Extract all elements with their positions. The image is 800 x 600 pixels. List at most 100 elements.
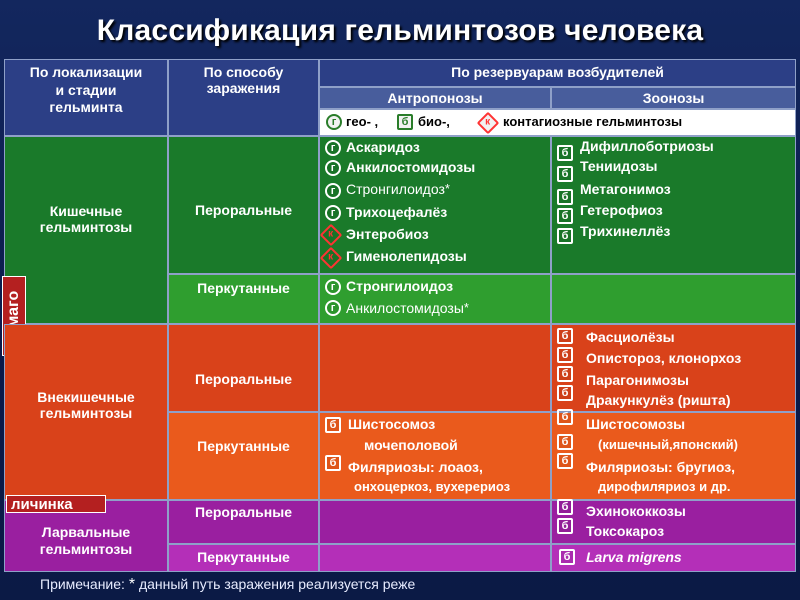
- disease-schistosomiasis-urogenital-2: мочеполовой: [364, 437, 458, 453]
- legend-geo-badge: г: [326, 114, 342, 130]
- header-localization-line2: и стадии: [55, 82, 117, 98]
- disease-trichuriasis: Трихоцефалёз: [346, 204, 448, 220]
- bio-badge: б: [557, 347, 573, 363]
- disease-paragonimiasis: Парагонимозы: [586, 372, 689, 388]
- bio-badge: б: [557, 145, 573, 161]
- footnote-prefix: Примечание:: [40, 576, 125, 592]
- disease-teniidosis: Тениидозы: [580, 158, 658, 174]
- extra-oral-zoo: [551, 324, 796, 412]
- bio-badge: б: [557, 499, 573, 515]
- larval-perc-anthro: [319, 544, 551, 572]
- disease-fascioliasis: Фасциолёзы: [586, 329, 675, 345]
- bio-badge: б: [559, 549, 575, 565]
- header-reservoir-label: По резервуарам возбудителей: [451, 64, 664, 80]
- header-zoonoses-label: Зоонозы: [642, 90, 705, 106]
- bio-badge: б: [557, 518, 573, 534]
- disease-filariasis-anthro-2: онхоцеркоз, вухерериоз: [354, 479, 511, 494]
- rare-route-star: *: [463, 300, 469, 315]
- disease-dracunculiasis: Дракункулёз (ришта): [586, 392, 731, 408]
- extra-perc-label: Перкутанные: [197, 438, 290, 454]
- rare-route-star: *: [444, 181, 450, 196]
- larval-oral-zoo: [551, 500, 796, 544]
- bio-badge: б: [557, 166, 573, 182]
- header-infection-line2: заражения: [206, 80, 281, 96]
- geo-badge: г: [325, 279, 341, 295]
- legend-geo-label: гео- ,: [346, 114, 379, 129]
- bio-badge: б: [557, 328, 573, 344]
- disease-ancylostomiasis-perc-label: Анкилостомидозы: [346, 300, 464, 316]
- disease-ascariasis: Аскаридоз: [346, 139, 420, 155]
- larval-oral-label: Пероральные: [195, 504, 292, 520]
- disease-strongyloidiasis-label: Стронгилоидоз: [346, 181, 445, 197]
- contact-badge-letter: к: [328, 251, 334, 263]
- header-localization: [4, 59, 168, 136]
- header-zoonoses: [551, 87, 796, 109]
- geo-badge: г: [325, 205, 341, 221]
- page-title: Классификация гельминтозов человека: [96, 14, 704, 47]
- group-intestinal-line1: Кишечные: [49, 203, 123, 219]
- footnote-star: *: [128, 576, 136, 593]
- legend-contact-letter: к: [485, 116, 491, 128]
- group-extraintestinal: [4, 324, 168, 500]
- disease-filariasis-zoo: Филяриозы: бругиоз,: [586, 459, 736, 475]
- disease-schistosomiasis-zoo: Шистосомозы: [586, 416, 686, 432]
- larval-oral-anthro: [319, 500, 551, 544]
- disease-enterobiasis: Энтеробиоз: [346, 226, 429, 242]
- disease-metagonimiasis: Метагонимоз: [580, 181, 671, 197]
- disease-diphyllobothriasis: Дифиллоботриозы: [580, 138, 714, 154]
- geo-badge: г: [325, 140, 341, 156]
- header-localization-line1: По локализации: [29, 64, 143, 80]
- disease-filariasis-zoo-2: дирофиляриоз и др.: [598, 479, 731, 494]
- geo-badge: г: [325, 183, 341, 199]
- group-extraintestinal-line2: гельминтозы: [39, 405, 133, 421]
- disease-trichinellosis: Трихинеллёз: [580, 223, 671, 239]
- geo-badge: г: [325, 300, 341, 316]
- intestinal-oral-anthro: [319, 136, 551, 274]
- extra-perc-route: [168, 412, 319, 500]
- bio-badge: б: [557, 434, 573, 450]
- footnote: Примечание: * данный путь заражения реал…: [40, 576, 415, 594]
- extra-oral-route: [168, 324, 319, 412]
- group-larval-line1: Ларвальные: [41, 524, 131, 540]
- disease-schistosomiasis-zoo-2: (кишечный,японский): [598, 437, 738, 452]
- legend-bio-label: био-,: [418, 114, 450, 129]
- disease-strongyloidiasis-perc: Стронгилоидоз: [346, 278, 454, 294]
- extra-oral-anthro: [319, 324, 551, 412]
- bio-badge: б: [557, 208, 573, 224]
- larval-oral-route: [168, 500, 319, 544]
- header-localization-line3: гельминта: [49, 99, 123, 115]
- bio-badge: б: [557, 385, 573, 401]
- header-infection: [168, 59, 319, 136]
- larval-perc-zoo: [551, 544, 796, 572]
- intestinal-oral-zoo: [551, 136, 796, 274]
- extra-perc-anthro: [319, 412, 551, 500]
- disease-ancylostomiasis: Анкилостомидозы: [346, 159, 476, 175]
- contact-badge-letter: к: [328, 228, 334, 240]
- disease-ancylostomiasis-perc: Анкилостомидозы*: [346, 300, 469, 316]
- bio-badge: б: [325, 455, 341, 471]
- disease-toxocariasis: Токсокароз: [586, 523, 665, 539]
- extra-oral-label: Пероральные: [195, 371, 292, 387]
- group-intestinal: [4, 136, 168, 324]
- intestinal-oral-route: [168, 136, 319, 274]
- disease-echinococcosis: Эхинококкозы: [586, 503, 686, 519]
- legend-bio-badge: б: [397, 114, 413, 130]
- header-reservoir: [319, 59, 796, 87]
- disease-heterophyiasis: Гетерофиоз: [580, 202, 663, 218]
- disease-schistosomiasis-urogenital: Шистосомоз: [348, 416, 436, 432]
- legend-contact-label: контагиозные гельминтозы: [503, 114, 683, 129]
- disease-hymenolepiasis: Гименолепидозы: [346, 248, 467, 264]
- extra-perc-zoo: [551, 412, 796, 500]
- bio-badge: б: [557, 366, 573, 382]
- disease-larva-migrans: Larva migrens: [586, 549, 682, 565]
- group-intestinal-line2: гельминтозы: [39, 219, 133, 235]
- larva-label: личинка: [6, 495, 106, 513]
- intestinal-perc-route: [168, 274, 319, 324]
- header-infection-line1: По способу: [203, 64, 284, 80]
- larval-perc-label: Перкутанные: [197, 549, 290, 565]
- larval-perc-route: [168, 544, 319, 572]
- header-anthroponoses-label: Антропонозы: [387, 90, 483, 106]
- intestinal-perc-zoo: [551, 274, 796, 324]
- group-larval-line2: гельминтозы: [39, 541, 133, 557]
- disease-opisthorchiasis: Опистороз, клонорхоз: [586, 350, 742, 366]
